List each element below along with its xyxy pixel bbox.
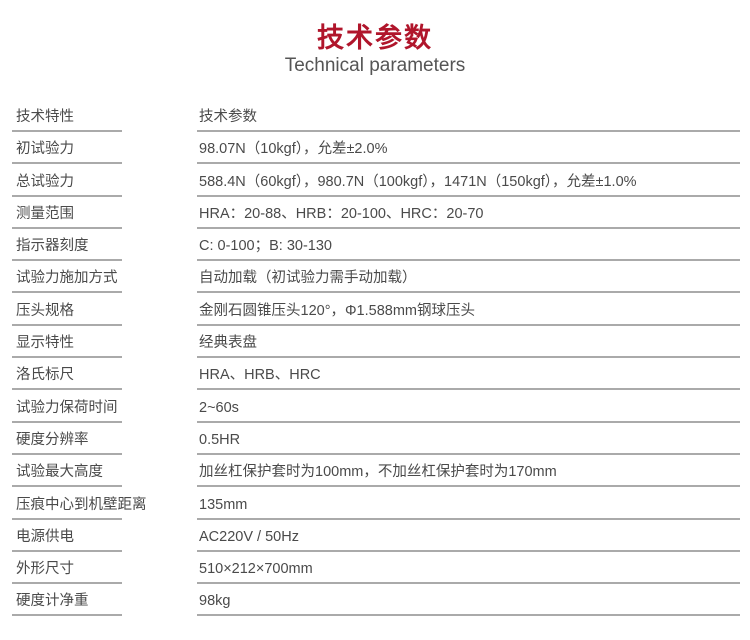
parameter-name: 试验最大高度: [12, 457, 122, 488]
parameter-name: 硬度分辨率: [12, 425, 122, 455]
page-title: 技术参数: [317, 23, 433, 54]
parameters-table: 技术特性 技术参数初试验力 98.07N（10kgf），允差±2.0% 总试验力 588…: [0, 102, 750, 619]
parameter-value: 加丝杠保护套时为100mm，不加丝杠保护套时为170mm: [197, 457, 740, 488]
table-row: 压痕中心到机壁距离 135mm: [0, 490, 750, 522]
page-subtitle: Technical parameters: [284, 55, 466, 76]
table-row: 试验最大高度 加丝杠保护套时为100mm，不加丝杠保护套时为170mm: [0, 457, 750, 489]
parameter-value: C: 0-100；B: 30-130: [197, 231, 740, 262]
parameter-value: 金刚石圆锥压头120°，Φ1.588mm钢球压头: [197, 296, 740, 326]
table-row: 总试验力 588.4N（60kgf），980.7N（100kgf），1471N（1…: [0, 167, 750, 199]
parameter-value: 98.07N（10kgf），允差±2.0%: [197, 134, 740, 165]
table-row: 技术特性 技术参数: [0, 102, 750, 134]
parameter-name: 测量范围: [12, 199, 122, 229]
parameter-value: HRA、HRB、HRC: [197, 360, 740, 391]
parameter-name: 硬度计净重: [12, 586, 122, 617]
table-row: 试验力保荷时间 2~60s: [0, 393, 750, 425]
table-row: 测量范围 HRA：20-88、HRB：20-100、HRC：20-70: [0, 199, 750, 231]
parameter-name: 初试验力: [12, 134, 122, 165]
parameter-value: 经典表盘: [197, 328, 740, 359]
parameter-value: AC220V / 50Hz: [197, 522, 740, 552]
table-row: 压头规格 金刚石圆锥压头120°，Φ1.588mm钢球压头: [0, 296, 750, 328]
parameter-name: 指示器刻度: [12, 231, 122, 262]
table-row: 试验力施加方式 自动加载（初试验力需手动加载）: [0, 263, 750, 295]
parameter-name: 压头规格: [12, 296, 122, 326]
parameter-value: 技术参数: [197, 102, 740, 132]
parameter-name: 总试验力: [12, 167, 122, 197]
parameter-value: HRA：20-88、HRB：20-100、HRC：20-70: [197, 199, 740, 229]
table-row: 指示器刻度 C: 0-100；B: 30-130: [0, 231, 750, 263]
parameter-value: 510×212×700mm: [197, 554, 740, 585]
table-row: 硬度计净重 98kg: [0, 586, 750, 618]
parameter-value: 98kg: [197, 586, 740, 617]
parameter-name: 洛氏标尺: [12, 360, 122, 391]
table-row: 电源供电 AC220V / 50Hz: [0, 522, 750, 554]
table-row: 外形尺寸 510×212×700mm: [0, 554, 750, 586]
parameter-name: 电源供电: [12, 522, 122, 552]
parameter-value: 135mm: [197, 490, 740, 520]
parameter-value: 自动加载（初试验力需手动加载）: [197, 263, 740, 294]
parameter-value: 2~60s: [197, 393, 740, 423]
parameter-value: 588.4N（60kgf），980.7N（100kgf），1471N（150kg…: [197, 167, 740, 197]
table-row: 初试验力 98.07N（10kgf），允差±2.0%: [0, 134, 750, 166]
parameter-name: 试验力保荷时间: [12, 393, 122, 423]
parameter-name: 技术特性: [12, 102, 122, 132]
parameter-name: 显示特性: [12, 328, 122, 359]
table-row: 显示特性 经典表盘: [0, 328, 750, 360]
parameter-name: 试验力施加方式: [12, 263, 122, 294]
table-row: 硬度分辨率 0.5HR: [0, 425, 750, 457]
parameter-name: 外形尺寸: [12, 554, 122, 585]
parameter-name: 压痕中心到机壁距离: [12, 490, 147, 520]
parameter-value: 0.5HR: [197, 425, 740, 455]
table-row: 洛氏标尺 HRA、HRB、HRC: [0, 360, 750, 392]
